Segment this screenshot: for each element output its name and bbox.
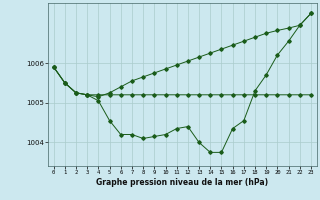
X-axis label: Graphe pression niveau de la mer (hPa): Graphe pression niveau de la mer (hPa): [96, 178, 268, 187]
